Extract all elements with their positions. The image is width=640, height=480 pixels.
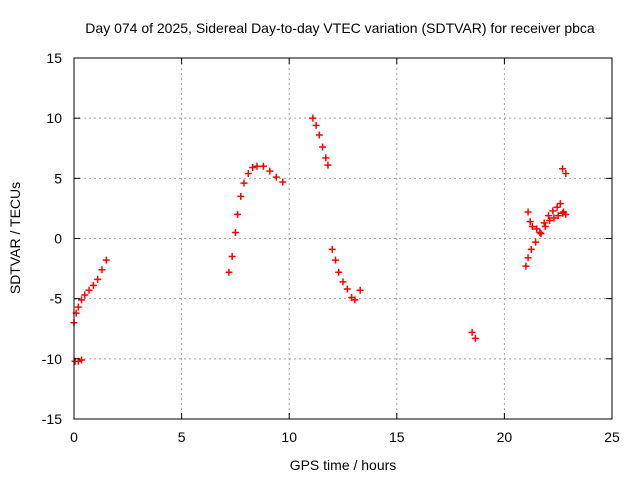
data-point: [545, 212, 553, 220]
x-tick-label: 20: [497, 429, 513, 445]
data-point: [562, 210, 570, 218]
data-points: [70, 114, 570, 365]
data-point: [556, 200, 564, 208]
data-point: [522, 262, 530, 270]
data-point: [526, 218, 534, 226]
data-point: [315, 131, 323, 139]
data-point: [324, 161, 332, 169]
data-point: [559, 209, 567, 217]
data-point: [94, 275, 102, 283]
data-point: [266, 167, 274, 175]
x-tick-label: 25: [604, 429, 620, 445]
data-point: [78, 296, 86, 304]
data-point: [537, 230, 545, 238]
data-point: [536, 228, 544, 236]
x-tick-label: 5: [178, 429, 186, 445]
data-point: [231, 228, 239, 236]
data-point: [279, 178, 287, 186]
data-point: [550, 214, 558, 222]
data-point: [554, 212, 562, 220]
y-tick-label: 10: [46, 110, 62, 126]
data-point: [319, 143, 327, 151]
data-point: [339, 278, 347, 286]
data-point: [78, 356, 86, 364]
data-point: [237, 192, 245, 200]
y-tick-labels: -15 -10 -5 0 5 10 15: [42, 50, 62, 427]
x-tick-labels: 0 5 10 15 20 25: [70, 429, 620, 445]
x-tick-label: 10: [281, 429, 297, 445]
data-point: [328, 245, 336, 253]
data-point: [81, 291, 89, 299]
data-point: [253, 162, 261, 170]
data-point: [356, 286, 364, 294]
data-point: [272, 173, 280, 181]
data-point: [335, 268, 343, 276]
data-point: [331, 256, 339, 264]
data-point: [244, 170, 252, 178]
data-point: [98, 266, 106, 274]
chart-title: Day 074 of 2025, Sidereal Day-to-day VTE…: [85, 20, 595, 36]
tick-marks: [73, 57, 613, 420]
data-point: [553, 203, 561, 211]
data-point: [74, 303, 82, 311]
data-point: [85, 286, 93, 294]
data-point: [562, 170, 570, 178]
data-point: [541, 222, 549, 230]
y-tick-label: -5: [50, 291, 63, 307]
data-point: [471, 334, 479, 342]
data-point: [225, 268, 233, 276]
data-point: [249, 164, 257, 172]
data-point: [322, 154, 330, 162]
data-point: [259, 162, 267, 170]
data-point: [527, 245, 535, 253]
x-tick-label: 15: [389, 429, 405, 445]
data-point: [524, 254, 532, 262]
x-tick-label: 0: [70, 429, 78, 445]
data-point: [240, 179, 248, 187]
data-point: [546, 216, 554, 224]
data-point: [549, 207, 557, 215]
data-point: [559, 165, 567, 173]
y-tick-label: -15: [42, 411, 62, 427]
data-point: [89, 281, 97, 289]
grid-lines: [74, 58, 612, 419]
data-point: [102, 256, 110, 264]
data-point: [532, 238, 540, 246]
y-tick-label: 0: [54, 231, 62, 247]
data-point: [312, 121, 320, 129]
data-point: [234, 210, 242, 218]
data-point: [351, 296, 359, 304]
data-point: [228, 253, 236, 261]
y-axis-label: SDTVAR / TECUs: [7, 182, 23, 294]
y-tick-label: 5: [54, 170, 62, 186]
y-tick-label: -10: [42, 351, 62, 367]
data-point: [533, 225, 541, 233]
data-point: [524, 208, 532, 216]
data-point: [468, 328, 476, 336]
data-point: [309, 114, 317, 122]
data-point: [528, 222, 536, 230]
data-point: [540, 219, 548, 227]
y-tick-label: 15: [46, 50, 62, 66]
x-axis-label: GPS time / hours: [290, 457, 397, 473]
data-point: [343, 285, 351, 293]
